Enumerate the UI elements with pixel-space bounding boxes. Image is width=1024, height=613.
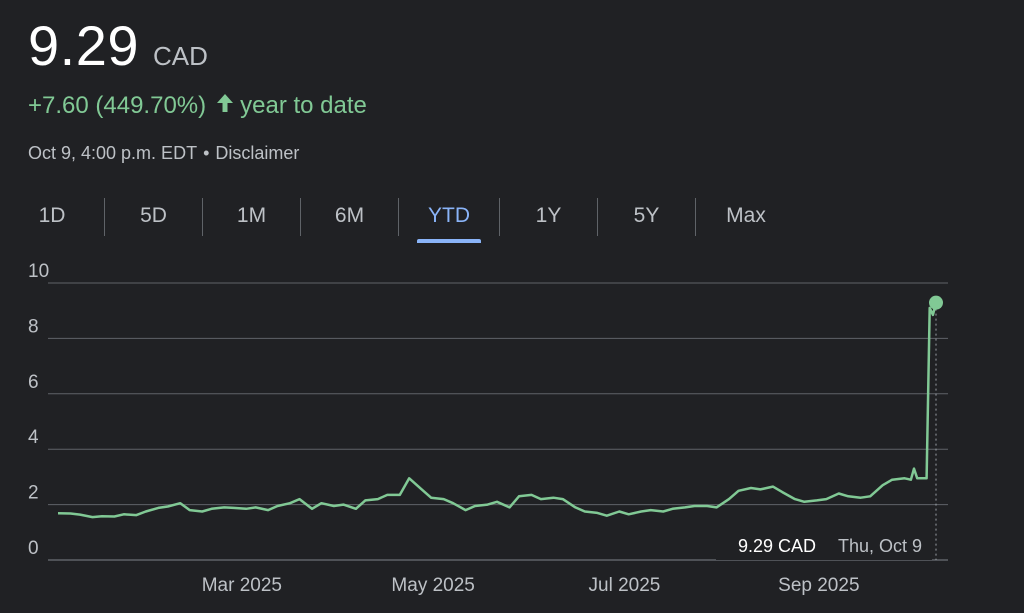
tooltip-value: 9.29 CAD <box>738 536 816 556</box>
x-tick-label: Jul 2025 <box>589 575 661 596</box>
y-tick-label: 2 <box>28 483 39 504</box>
price-row: 9.29 CAD <box>28 14 208 78</box>
y-tick-label: 4 <box>28 427 39 448</box>
x-tick-label: Mar 2025 <box>202 575 282 596</box>
current-price: 9.29 <box>28 14 139 77</box>
hover-tooltip: 9.29 CAD Thu, Oct 9 <box>716 530 932 560</box>
y-axis-ticks: 0 2 4 6 8 10 <box>28 261 49 559</box>
tab-divider <box>104 198 105 236</box>
tab-divider <box>597 198 598 236</box>
range-tabs: 1D 5D 1M 6M YTD 1Y 5Y Max <box>0 196 800 244</box>
y-tick-label: 8 <box>28 316 39 337</box>
grid-lines <box>48 282 948 561</box>
change-row: +7.60 (449.70%) year to date <box>28 92 367 120</box>
tab-divider <box>499 198 500 236</box>
disclaimer-link[interactable]: Disclaimer <box>215 143 300 163</box>
tooltip-date: Thu, Oct 9 <box>838 536 922 556</box>
y-tick-label: 0 <box>28 538 39 559</box>
currency-label: CAD <box>153 41 208 71</box>
price-chart: 0 2 4 6 8 10 Mar 2025 May 2025 Jul 2025 Sep 2025… <box>28 261 948 596</box>
change-period: year to date <box>240 92 367 119</box>
tab-max[interactable]: Max <box>726 204 766 227</box>
tab-1y[interactable]: 1Y <box>535 204 562 227</box>
tooltip-background <box>716 530 932 560</box>
y-tick-label: 6 <box>28 372 39 393</box>
arrow-up-icon <box>216 93 234 119</box>
price-change: +7.60 (449.70%) <box>28 92 207 119</box>
tab-divider <box>300 198 301 236</box>
x-tick-label: May 2025 <box>391 575 474 596</box>
tab-1d[interactable]: 1D <box>38 204 66 227</box>
timestamp: Oct 9, 4:00 p.m. EDT <box>28 143 198 163</box>
tab-5d[interactable]: 5D <box>140 204 167 227</box>
x-axis-ticks: Mar 2025 May 2025 Jul 2025 Sep 2025 <box>202 575 860 596</box>
tab-5y[interactable]: 5Y <box>633 204 660 227</box>
x-tick-label: Sep 2025 <box>778 575 859 596</box>
tab-divider <box>695 198 696 236</box>
tab-6m[interactable]: 6M <box>334 204 365 227</box>
y-tick-label: 10 <box>28 261 49 282</box>
tab-1m[interactable]: 1M <box>236 204 267 227</box>
meta-separator: • <box>203 143 210 163</box>
series-line <box>57 302 938 519</box>
tab-divider <box>202 198 203 236</box>
meta-row: Oct 9, 4:00 p.m. EDT • Disclaimer <box>28 143 299 164</box>
tab-ytd[interactable]: YTD <box>399 196 499 244</box>
last-point-dot[interactable] <box>929 295 943 310</box>
